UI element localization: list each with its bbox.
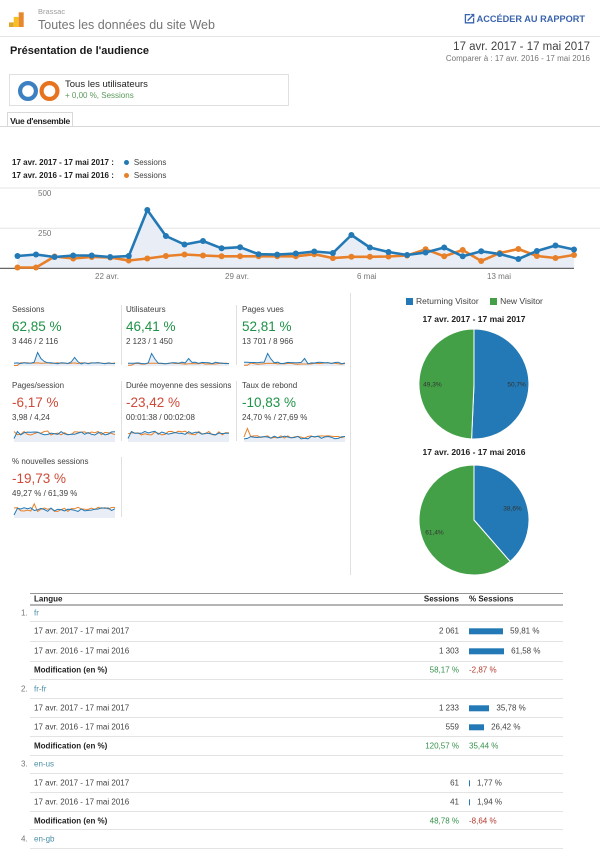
svg-text:38,6%: 38,6%	[503, 506, 522, 513]
svg-text:49,3%: 49,3%	[423, 382, 442, 389]
svg-text:50,7%: 50,7%	[507, 382, 526, 389]
svg-text:61,4%: 61,4%	[425, 529, 444, 536]
